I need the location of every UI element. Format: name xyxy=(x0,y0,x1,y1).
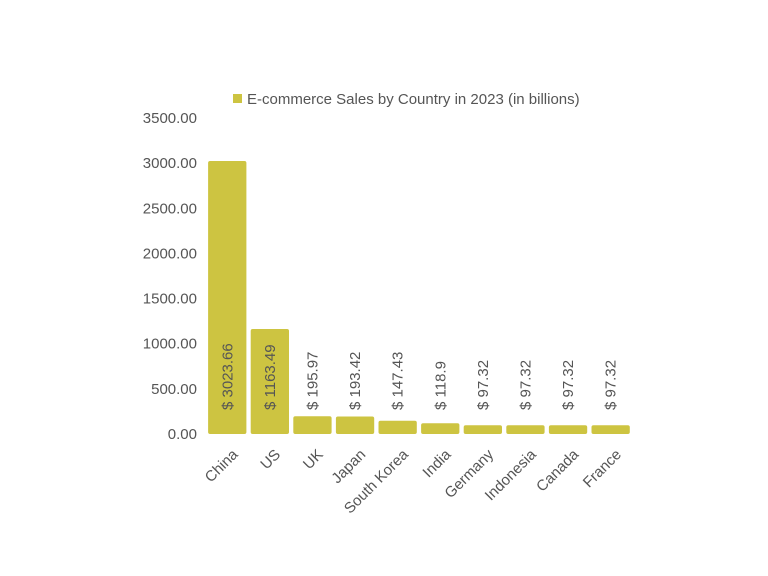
data-label: $ 97.32 xyxy=(518,360,535,410)
bar xyxy=(378,420,417,434)
bar xyxy=(250,329,289,434)
y-tick-label: 3500.00 xyxy=(143,110,197,127)
bar xyxy=(506,425,545,434)
x-tick-label: India xyxy=(419,446,454,481)
bar xyxy=(548,425,588,434)
data-label: $ 97.32 xyxy=(560,360,577,410)
bar xyxy=(208,161,247,434)
data-labels: $ 3023.66 $ 1163.49 $ 195.97 $ 193.42 $ 147.… xyxy=(219,343,619,410)
x-tick-label: France xyxy=(580,446,625,491)
data-label: $ 193.42 xyxy=(347,352,364,410)
bar xyxy=(591,425,630,434)
y-tick-label: 2000.00 xyxy=(143,245,197,262)
bar xyxy=(463,425,502,434)
data-label: $ 1163.49 xyxy=(262,344,279,410)
data-label: $ 3023.66 xyxy=(219,343,236,410)
legend: E-commerce Sales by Country in 2023 (in … xyxy=(233,91,580,108)
bar xyxy=(293,416,332,434)
x-tick-label: UK xyxy=(300,446,327,473)
data-label: $ 97.32 xyxy=(603,360,620,410)
bar xyxy=(335,416,375,434)
data-label: $ 118.9 xyxy=(432,361,449,410)
x-tick-label: Canada xyxy=(533,446,583,496)
y-tick-label: 1000.00 xyxy=(143,336,197,353)
legend-label: E-commerce Sales by Country in 2023 (in … xyxy=(247,91,580,108)
bar xyxy=(421,423,460,434)
y-axis: 0.00 500.00 1000.00 1500.00 2000.00 2500.00 30… xyxy=(143,110,197,443)
y-tick-label: 3000.00 xyxy=(143,155,197,172)
data-label: $ 147.43 xyxy=(390,352,407,410)
data-label: $ 97.32 xyxy=(475,360,492,410)
bars xyxy=(208,161,630,434)
y-tick-label: 1500.00 xyxy=(143,291,197,308)
legend-swatch xyxy=(233,94,242,103)
y-tick-label: 2500.00 xyxy=(143,200,197,217)
data-label: $ 195.97 xyxy=(305,352,322,410)
x-tick-label: Japan xyxy=(328,446,369,487)
x-tick-label: China xyxy=(202,446,242,486)
y-tick-label: 500.00 xyxy=(151,381,197,398)
x-tick-label: US xyxy=(257,446,284,473)
y-tick-label: 0.00 xyxy=(168,426,197,443)
